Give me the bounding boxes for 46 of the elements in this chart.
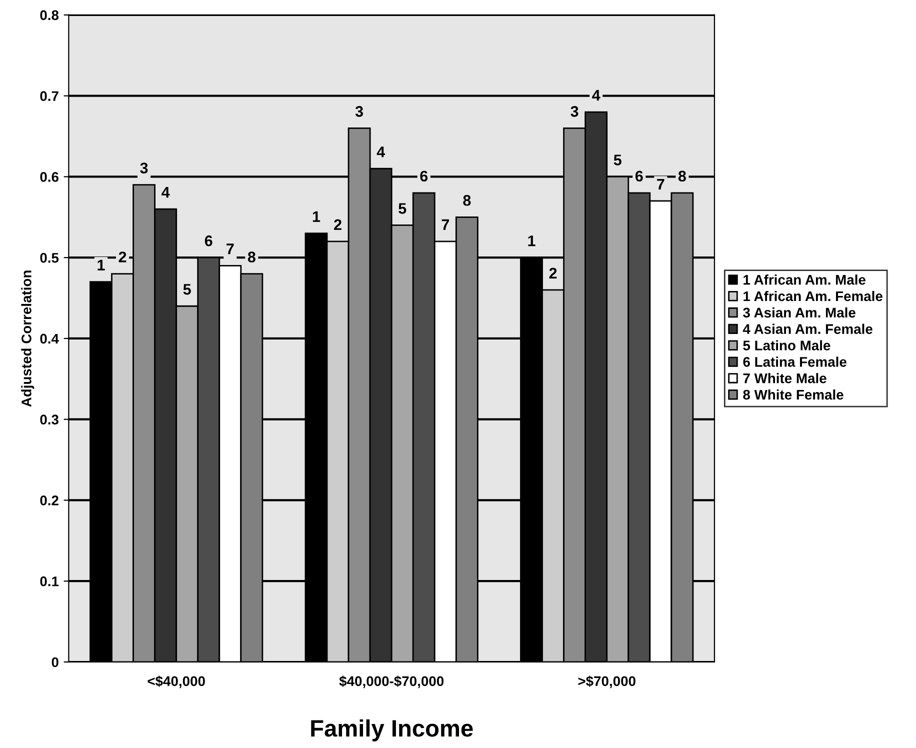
annotation: 2 <box>334 219 342 230</box>
y-tick-label: 0.1 <box>40 576 59 586</box>
y-tick-label: 0.7 <box>40 91 58 102</box>
y-axis-title: Adjusted Correlation <box>21 270 34 407</box>
annotation: 2 <box>118 252 126 262</box>
legend-label: 8 White Female <box>743 389 844 400</box>
x-tick-label: $40,000-$70,000 <box>339 676 444 688</box>
annotation: 5 <box>398 203 406 214</box>
annotation: 6 <box>635 170 643 182</box>
legend-label: 3 Asian Am. Male <box>743 307 856 318</box>
annotation: 4 <box>376 146 385 158</box>
y-tick-label: 0.2 <box>40 496 58 506</box>
legend-label: 1 African Am. Female <box>744 290 882 302</box>
annotation: 4 <box>162 187 170 198</box>
annotation: 8 <box>678 170 686 182</box>
annotation: 1 <box>528 236 536 246</box>
annotation: 3 <box>355 106 363 117</box>
y-tick-label: 0.4 <box>40 334 59 344</box>
y-tick-label: 0.6 <box>40 172 58 182</box>
legend-label: 7 White Male <box>743 373 826 384</box>
annotation: 7 <box>442 219 449 230</box>
annotation: 2 <box>549 268 557 278</box>
x-axis-title: Family Income <box>311 719 473 742</box>
y-tick-label: 0.8 <box>40 10 59 20</box>
legend-label: 1 African Am. Male <box>744 274 866 285</box>
legend-label: 4 Asian Am. Female <box>742 324 872 334</box>
annotation: 7 <box>226 244 234 254</box>
annotation: 5 <box>614 154 622 166</box>
annotation: 6 <box>204 235 212 246</box>
annotation: 4 <box>592 90 600 101</box>
x-tick-label: <$40,000 <box>148 676 205 688</box>
annotation: 3 <box>140 162 148 174</box>
annotation: 1 <box>312 211 320 222</box>
annotation: 1 <box>98 260 105 270</box>
legend-label: 6 Latina Female <box>743 356 846 367</box>
y-tick-label: 0 <box>52 657 58 668</box>
annotation: 8 <box>463 194 471 206</box>
y-tick-label: 0.5 <box>40 252 59 263</box>
annotation: 6 <box>420 170 428 182</box>
x-tick-label: >$70,000 <box>578 676 636 688</box>
y-tick-label: 0.3 <box>40 414 58 425</box>
legend-label: 5 Latino Male <box>743 340 830 350</box>
annotation: 5 <box>183 284 191 295</box>
annotation: 3 <box>570 106 578 117</box>
annotation: 8 <box>248 252 256 262</box>
annotation: 7 <box>657 178 664 190</box>
